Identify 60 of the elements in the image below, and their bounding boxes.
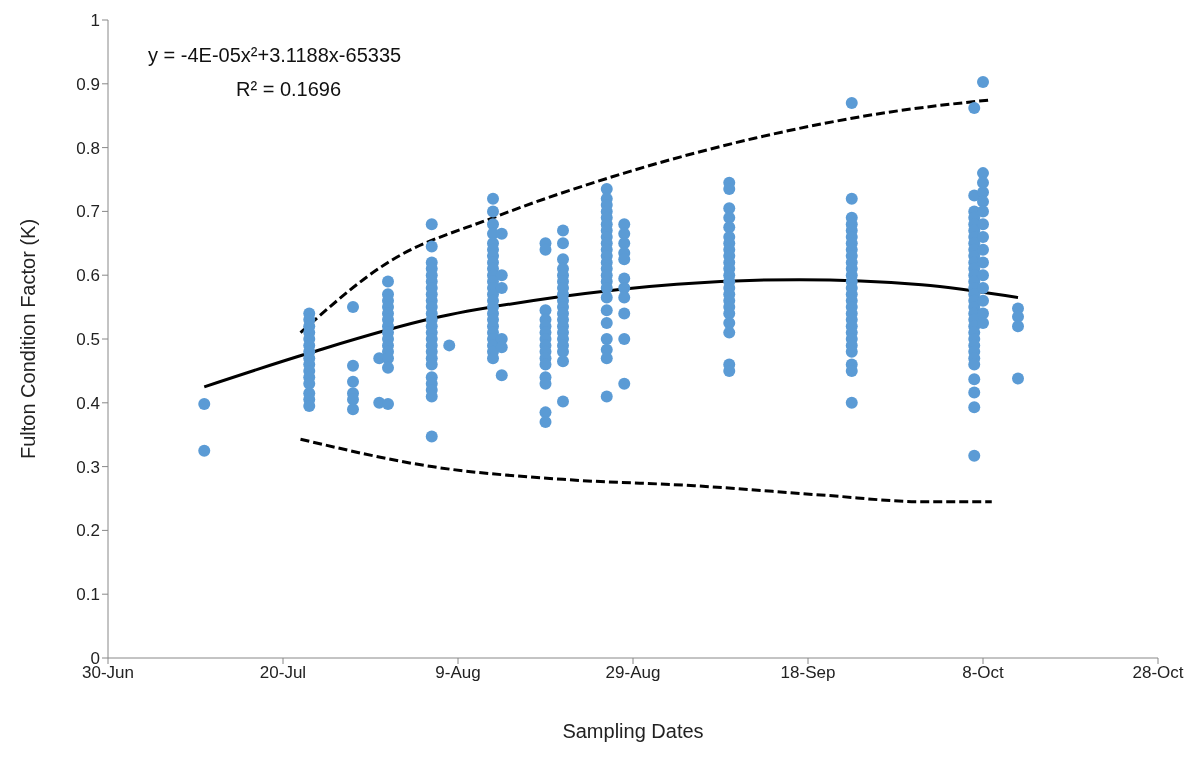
y-tick-label: 0.6 [76, 266, 100, 286]
x-tick-label: 18-Sep [780, 663, 836, 683]
y-tick-label: 0.5 [76, 330, 100, 350]
annotation: R² = 0.1696 [235, 77, 343, 102]
point [557, 224, 569, 237]
point [968, 401, 981, 414]
y-tick-label: 0.7 [76, 202, 100, 222]
point [347, 375, 359, 388]
point [1012, 372, 1024, 385]
y-axis-title: Fulton Condition Factor (K) [17, 218, 40, 460]
y-tick-label: 1 [90, 11, 100, 31]
point [977, 75, 989, 88]
point [557, 355, 569, 368]
point [198, 444, 211, 457]
point [600, 390, 613, 403]
x-tick-label: 20-Jul [259, 663, 307, 683]
point [425, 240, 438, 253]
point [487, 205, 499, 218]
point [600, 333, 613, 345]
point [557, 237, 569, 250]
annotation: y = -4E-05x²+3.1188x-65335 [148, 43, 402, 68]
point [443, 339, 456, 352]
x-tick-label: 9-Aug [435, 663, 481, 683]
point [347, 301, 359, 314]
point [968, 386, 981, 399]
point [600, 304, 613, 317]
point [557, 395, 569, 408]
point [382, 275, 394, 288]
line-series [202, 278, 1020, 389]
point [618, 333, 631, 345]
x-tick-label: 8-Oct [962, 663, 1005, 683]
y-tick-label: 0.9 [76, 74, 100, 94]
point [968, 102, 981, 115]
y-tick-label: 0.4 [76, 393, 100, 413]
point [425, 218, 438, 231]
point [618, 307, 631, 320]
y-tick-label: 0.2 [76, 521, 100, 541]
x-axis-title: Sampling Dates [562, 720, 704, 742]
point [618, 377, 631, 390]
point [382, 398, 394, 411]
line-series [299, 437, 994, 504]
point [845, 192, 858, 205]
point [968, 373, 981, 386]
point [600, 317, 613, 330]
point [977, 205, 989, 218]
point [845, 96, 858, 109]
point [347, 359, 359, 372]
point [495, 369, 508, 382]
point [347, 403, 359, 416]
point [487, 192, 499, 205]
point [968, 449, 981, 462]
point [198, 398, 211, 411]
y-tick-label: 0.3 [76, 457, 100, 477]
point [845, 396, 858, 409]
point [425, 430, 438, 443]
y-tick-label: 0.8 [76, 138, 100, 158]
point [1012, 320, 1024, 333]
y-tick-label: 0.1 [76, 585, 100, 605]
x-tick-label: 28-Oct [1132, 663, 1184, 683]
x-tick-label: 29-Aug [605, 663, 661, 683]
